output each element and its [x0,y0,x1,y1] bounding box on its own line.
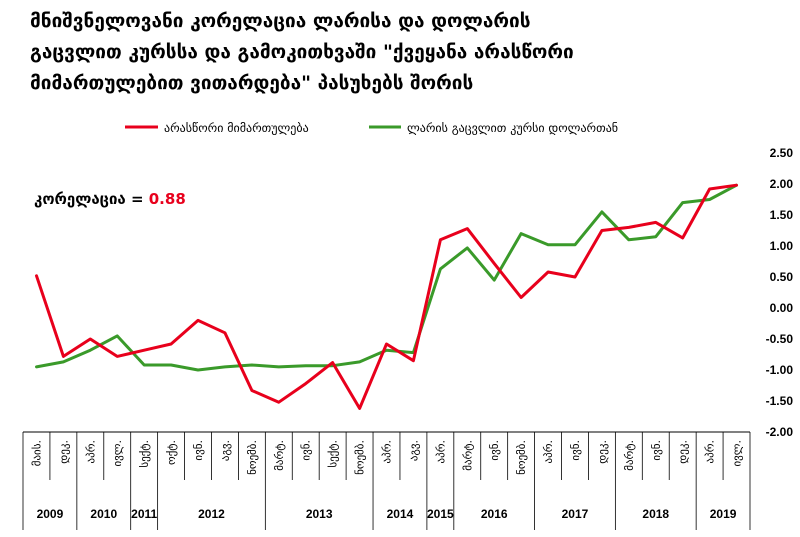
y-tick-label: 1.00 [770,239,794,253]
title-line-1: მნიშვნელოვანი კორელაცია ლარისა და დოლარი… [30,10,531,32]
x-tick-label: ივლ. [731,440,744,467]
year-label: 2017 [562,507,589,521]
year-label: 2018 [642,507,669,521]
x-tick-label: დეკ. [57,440,70,464]
x-tick-label: დეკ. [596,440,609,464]
y-tick-label: 0.00 [770,301,794,315]
year-labels: 2009 2010 2011 2012 2013 2014 2015 2016 2017 2018… [37,507,737,521]
year-label: 2011 [131,507,157,521]
y-tick-label: -1.50 [766,394,794,408]
x-tick-label: აპრ. [434,440,447,463]
x-tick-label: ოქტ. [165,440,178,465]
correlation-annotation: კორელაცია = 0.88 [34,190,186,208]
title-line-3: მიმართულებით ვითარდება" პასუხებს შორის [30,72,474,94]
legend-label: არასწორი მიმართულება [164,121,309,135]
x-tick-label: აპრ. [542,440,555,463]
legend-item: არასწორი მიმართულება [125,121,309,135]
chart-title: მნიშვნელოვანი კორელაცია ლარისა და დოლარი… [30,6,630,99]
legend: არასწორი მიმართულება ლარის გაცვლით კურსი … [125,121,618,135]
year-label: 2012 [198,507,225,521]
year-label: 2013 [306,507,333,521]
y-tick-label: 2.50 [770,146,794,160]
x-tick-label: ივნ. [488,440,501,461]
correlation-value: 0.88 [149,190,186,208]
year-label: 2019 [710,507,737,521]
x-tick-label: მარტ. [623,440,636,471]
x-tick-label: ნოემბ. [246,440,259,475]
axes [22,431,751,530]
y-tick-label: -1.00 [766,363,794,377]
x-axis-ticks: მაის. დეკ. აპრ. ივლ. სექტ. ოქტ. ივნ. აგვ. ნოემბ.… [30,440,743,475]
y-axis-ticks: 2.50 2.00 1.50 1.00 0.50 0.00 -0.50 -1.00 -1.50 -… [766,146,794,439]
series-line [35,183,738,410]
x-tick-label: მარტ. [461,440,474,471]
year-label: 2014 [387,507,414,521]
series-line [35,183,738,372]
series-lines [35,183,738,410]
x-tick-label: ივნ. [569,440,582,461]
y-tick-label: 0.50 [770,270,794,284]
x-tick-label: აპრ. [704,440,717,463]
correlation-label: კორელაცია = [34,190,149,208]
legend-label: ლარის გაცვლით კურსი დოლართან [407,121,618,135]
x-tick-label: მარტ. [273,440,286,471]
x-tick-label: ივნ. [192,440,205,461]
year-label: 2010 [90,507,117,521]
year-label: 2015 [427,507,454,521]
x-tick-label: მაის. [30,440,43,466]
y-tick-label: -0.50 [766,332,794,346]
x-tick-label: ივლ. [111,440,124,467]
x-tick-label: ნოემბ. [354,440,367,475]
x-tick-label: სექტ. [138,440,151,468]
x-tick-label: დეკ. [677,440,690,464]
year-label: 2016 [481,507,508,521]
x-tick-label: ნოემბ. [515,440,528,475]
x-tick-label: ივნ. [650,440,663,461]
y-tick-label: 1.50 [770,208,794,222]
year-label: 2009 [37,507,64,521]
title-line-2: გაცვლით კურსსა და გამოკითხვაში "ქვეყანა … [30,41,574,63]
x-tick-label: აპრ. [84,440,97,463]
x-tick-label: აგვ. [407,440,420,461]
legend-item: ლარის გაცვლით კურსი დოლართან [369,121,618,135]
x-tick-label: სექტ. [327,440,340,468]
x-tick-label: აგვ. [219,440,232,461]
y-tick-label: 2.00 [770,177,794,191]
x-tick-label: ივნ. [300,440,313,461]
x-tick-label: აპრ. [381,440,394,463]
y-tick-label: -2.00 [766,425,794,439]
